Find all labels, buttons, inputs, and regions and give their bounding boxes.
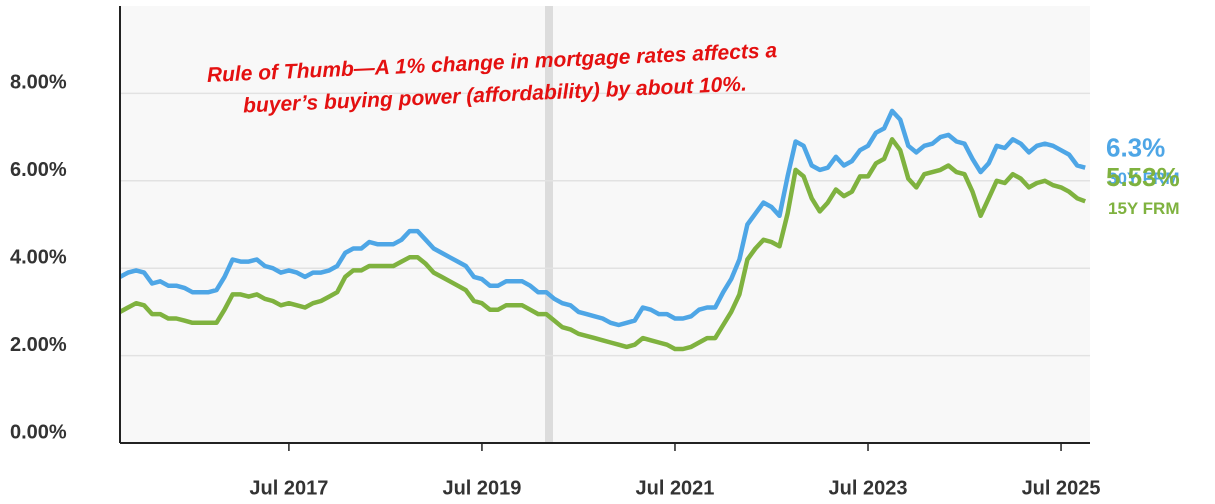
- y-tick-label: 0.00%: [10, 421, 67, 443]
- recession-band: [545, 6, 553, 443]
- value-label: 5.53%: [1106, 162, 1180, 192]
- x-tick-label: Jul 2023: [829, 477, 908, 499]
- y-tick-label: 2.00%: [10, 334, 67, 356]
- value-label: 6.3%: [1106, 133, 1165, 163]
- grid: [120, 92, 1090, 357]
- labels: 0.00% 2.00% 4.00% 6.00% 8.00% Jul 2017 Jul 201…: [10, 72, 1180, 500]
- series-line: [118, 108, 1086, 328]
- legend-label: 30Y FRM: [1108, 169, 1180, 188]
- legend-label: 15Y FRM: [1108, 199, 1180, 218]
- plot-background: [120, 6, 1090, 443]
- y-tick-label: 6.00%: [10, 159, 67, 181]
- y-tick-label: 4.00%: [10, 246, 67, 268]
- x-tick-label: Jul 2019: [442, 477, 521, 499]
- x-tick-label: Jul 2021: [635, 477, 714, 499]
- x-tick-label: Jul 2025: [1022, 477, 1101, 499]
- y-tick-label: 8.00%: [10, 72, 67, 94]
- x-tick-label: Jul 2017: [249, 477, 328, 499]
- series-line: [118, 137, 1086, 352]
- lines: [118, 108, 1086, 352]
